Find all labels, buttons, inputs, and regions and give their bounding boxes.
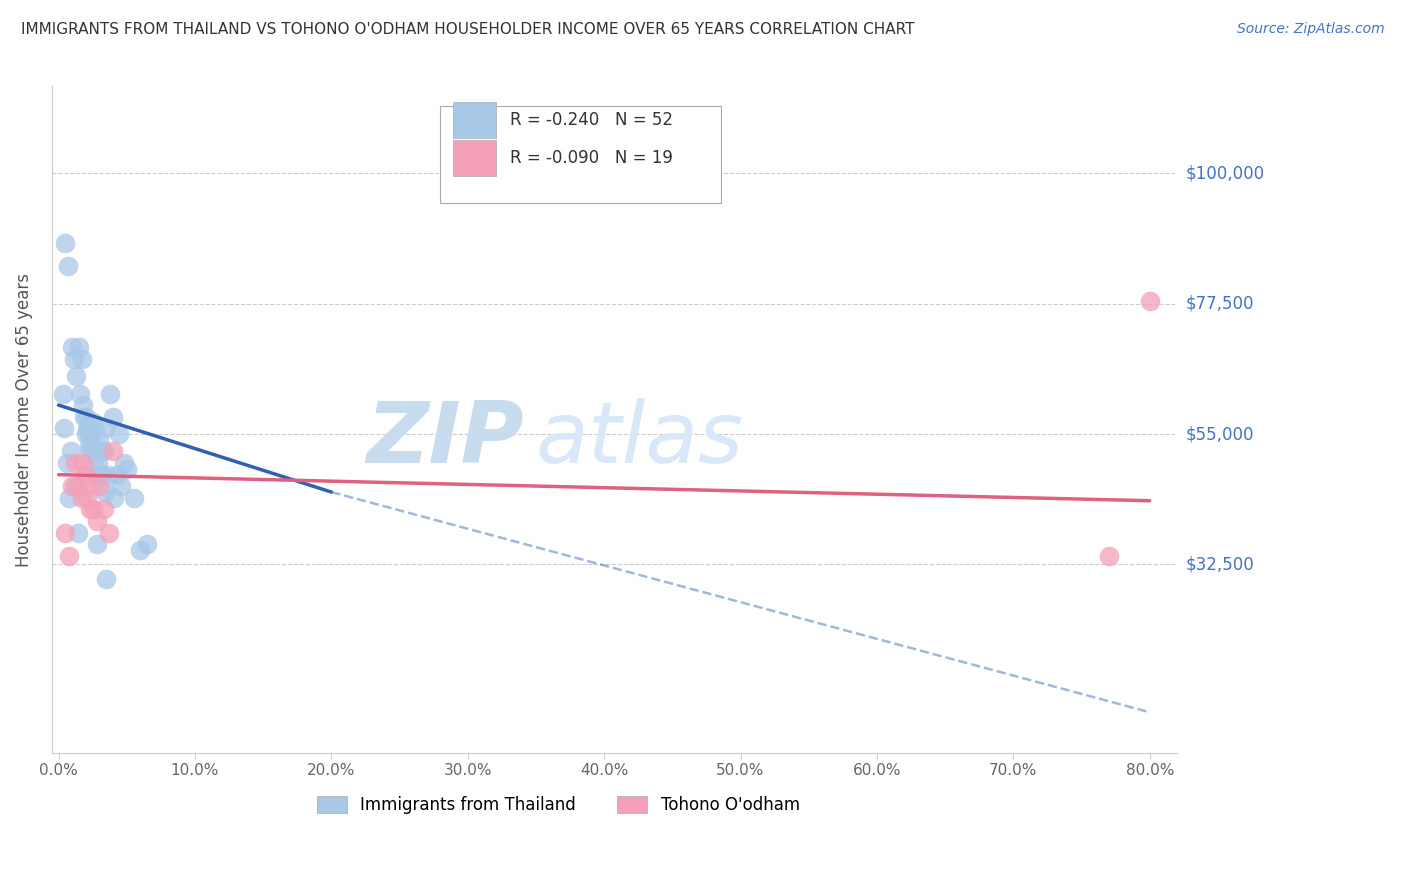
Point: [83, 444, 105, 458]
Text: IMMIGRANTS FROM THAILAND VS TOHONO O'ODHAM HOUSEHOLDER INCOME OVER 65 YEARS CORR: IMMIGRANTS FROM THAILAND VS TOHONO O'ODH…: [21, 22, 914, 37]
Point: [70, 491, 93, 505]
Point: [63, 456, 86, 470]
Point: [98, 525, 121, 540]
Point: [89, 479, 111, 493]
Point: [103, 491, 125, 505]
Point: [77, 427, 100, 442]
Point: [105, 467, 128, 482]
Point: [89, 433, 111, 447]
Point: [91, 467, 114, 482]
Point: [89, 467, 111, 482]
Point: [100, 386, 122, 401]
Point: [63, 479, 86, 493]
Point: [75, 409, 97, 424]
Point: [80, 433, 103, 447]
Point: [86, 514, 108, 528]
FancyBboxPatch shape: [454, 102, 496, 138]
Point: [1098, 549, 1121, 563]
Point: [65, 369, 87, 384]
Point: [60, 340, 83, 354]
Text: $32,500: $32,500: [1185, 556, 1254, 574]
Point: [87, 456, 110, 470]
Text: R = -0.240   N = 52: R = -0.240 N = 52: [510, 111, 672, 129]
Point: [58, 491, 80, 505]
Point: [112, 456, 135, 470]
Text: Source: ZipAtlas.com: Source: ZipAtlas.com: [1237, 22, 1385, 37]
Point: [97, 467, 120, 482]
Point: [56, 259, 79, 273]
Text: ZIP: ZIP: [367, 398, 524, 481]
Point: [55, 235, 77, 250]
Point: [59, 444, 82, 458]
Point: [62, 351, 84, 366]
Point: [72, 456, 94, 470]
Point: [76, 421, 98, 435]
Point: [107, 427, 129, 442]
Point: [55, 456, 77, 470]
Point: [76, 491, 98, 505]
Point: [69, 386, 91, 401]
FancyBboxPatch shape: [440, 106, 721, 203]
Point: [136, 537, 159, 551]
Point: [70, 351, 93, 366]
Point: [75, 427, 97, 442]
Point: [67, 340, 90, 354]
Point: [75, 467, 97, 482]
Point: [82, 416, 104, 430]
Point: [58, 549, 80, 563]
FancyBboxPatch shape: [454, 140, 496, 177]
Point: [90, 444, 112, 458]
Point: [1139, 293, 1161, 308]
Text: $77,500: $77,500: [1185, 294, 1254, 313]
Point: [86, 467, 108, 482]
Point: [93, 502, 115, 516]
Point: [115, 462, 138, 476]
Point: [66, 525, 89, 540]
Point: [60, 479, 83, 493]
Point: [101, 409, 124, 424]
Point: [52, 386, 75, 401]
Point: [73, 409, 96, 424]
Legend: Immigrants from Thailand, Tohono O'odham: Immigrants from Thailand, Tohono O'odham: [309, 789, 807, 822]
Point: [82, 456, 104, 470]
Point: [86, 537, 108, 551]
Point: [129, 543, 152, 558]
Point: [77, 439, 100, 453]
Point: [101, 444, 124, 458]
Point: [96, 421, 118, 435]
Point: [67, 479, 90, 493]
Point: [79, 502, 101, 516]
Y-axis label: Householder Income Over 65 years: Householder Income Over 65 years: [15, 273, 32, 566]
Point: [79, 427, 101, 442]
Text: $55,000: $55,000: [1185, 425, 1254, 443]
Point: [93, 444, 115, 458]
Text: R = -0.090   N = 19: R = -0.090 N = 19: [510, 149, 672, 167]
Point: [84, 421, 107, 435]
Point: [77, 479, 100, 493]
Point: [53, 421, 76, 435]
Text: atlas: atlas: [536, 398, 744, 481]
Point: [55, 525, 77, 540]
Point: [79, 444, 101, 458]
Point: [122, 491, 145, 505]
Point: [72, 398, 94, 412]
Point: [96, 572, 118, 586]
Point: [110, 479, 132, 493]
Point: [94, 485, 117, 500]
Text: $100,000: $100,000: [1185, 164, 1264, 182]
Point: [82, 502, 104, 516]
